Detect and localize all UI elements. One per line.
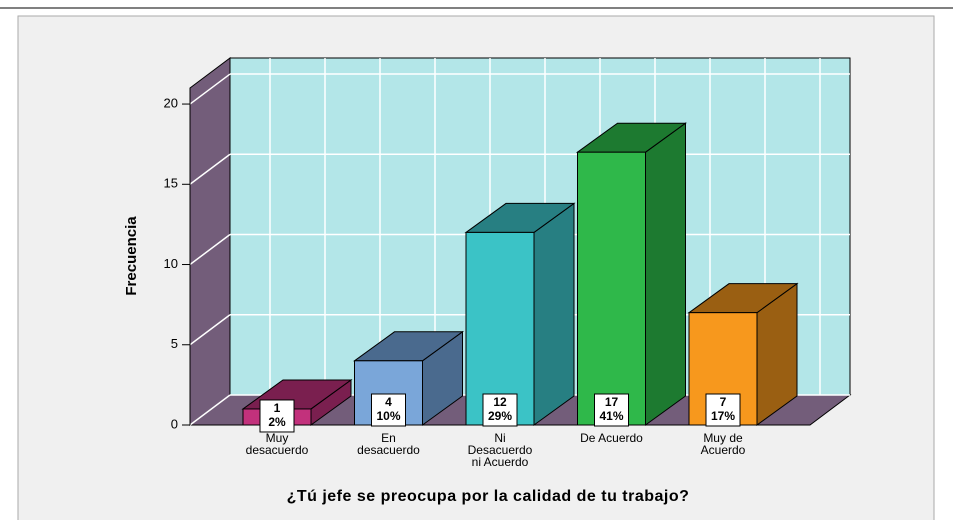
data-label-count: 1 — [274, 401, 281, 415]
bar-side — [533, 202, 575, 426]
x-tick-label: Muy desacuerdo — [246, 431, 309, 457]
y-tick-label: 15 — [164, 176, 178, 191]
data-label-percent: 17% — [711, 409, 735, 423]
left-wall — [189, 57, 231, 426]
y-axis-title: Frecuencia — [123, 216, 140, 296]
x-tick-label: En desacuerdo — [357, 431, 420, 457]
grid-line — [189, 314, 231, 346]
x-tick-label: De Acuerdo — [580, 431, 643, 445]
grid-line — [189, 73, 231, 105]
y-tick-label: 0 — [171, 416, 178, 431]
data-label-box — [259, 399, 295, 433]
x-tick-label: Muy de Acuerdo — [701, 431, 746, 457]
x-axis-title: ¿Tú jefe se preocupa por la calidad de t… — [287, 488, 690, 505]
data-label-percent: 29% — [488, 409, 512, 423]
grid-line — [189, 233, 231, 266]
data-label-box — [371, 393, 406, 427]
data-label-count: 7 — [720, 395, 727, 409]
y-tick-label: 20 — [164, 95, 178, 110]
data-label-count: 12 — [493, 395, 507, 409]
data-label-percent: 10% — [376, 409, 400, 423]
grid-line — [189, 394, 231, 426]
bar — [577, 151, 646, 426]
grid-line — [189, 153, 231, 185]
data-label-percent: 41% — [599, 409, 623, 423]
data-label-percent: 2% — [268, 415, 286, 429]
data-label-count: 17 — [605, 395, 619, 409]
data-label-box — [594, 393, 629, 427]
y-tick-label: 10 — [164, 256, 178, 271]
bar-side — [645, 122, 686, 426]
y-tick-label: 5 — [171, 336, 178, 351]
data-label-box — [705, 393, 741, 427]
data-label-box — [482, 393, 518, 427]
x-tick-label: Ni Desacuerdo ni Acuerdo — [468, 431, 533, 469]
data-label-count: 4 — [385, 395, 392, 409]
bar — [465, 231, 535, 426]
